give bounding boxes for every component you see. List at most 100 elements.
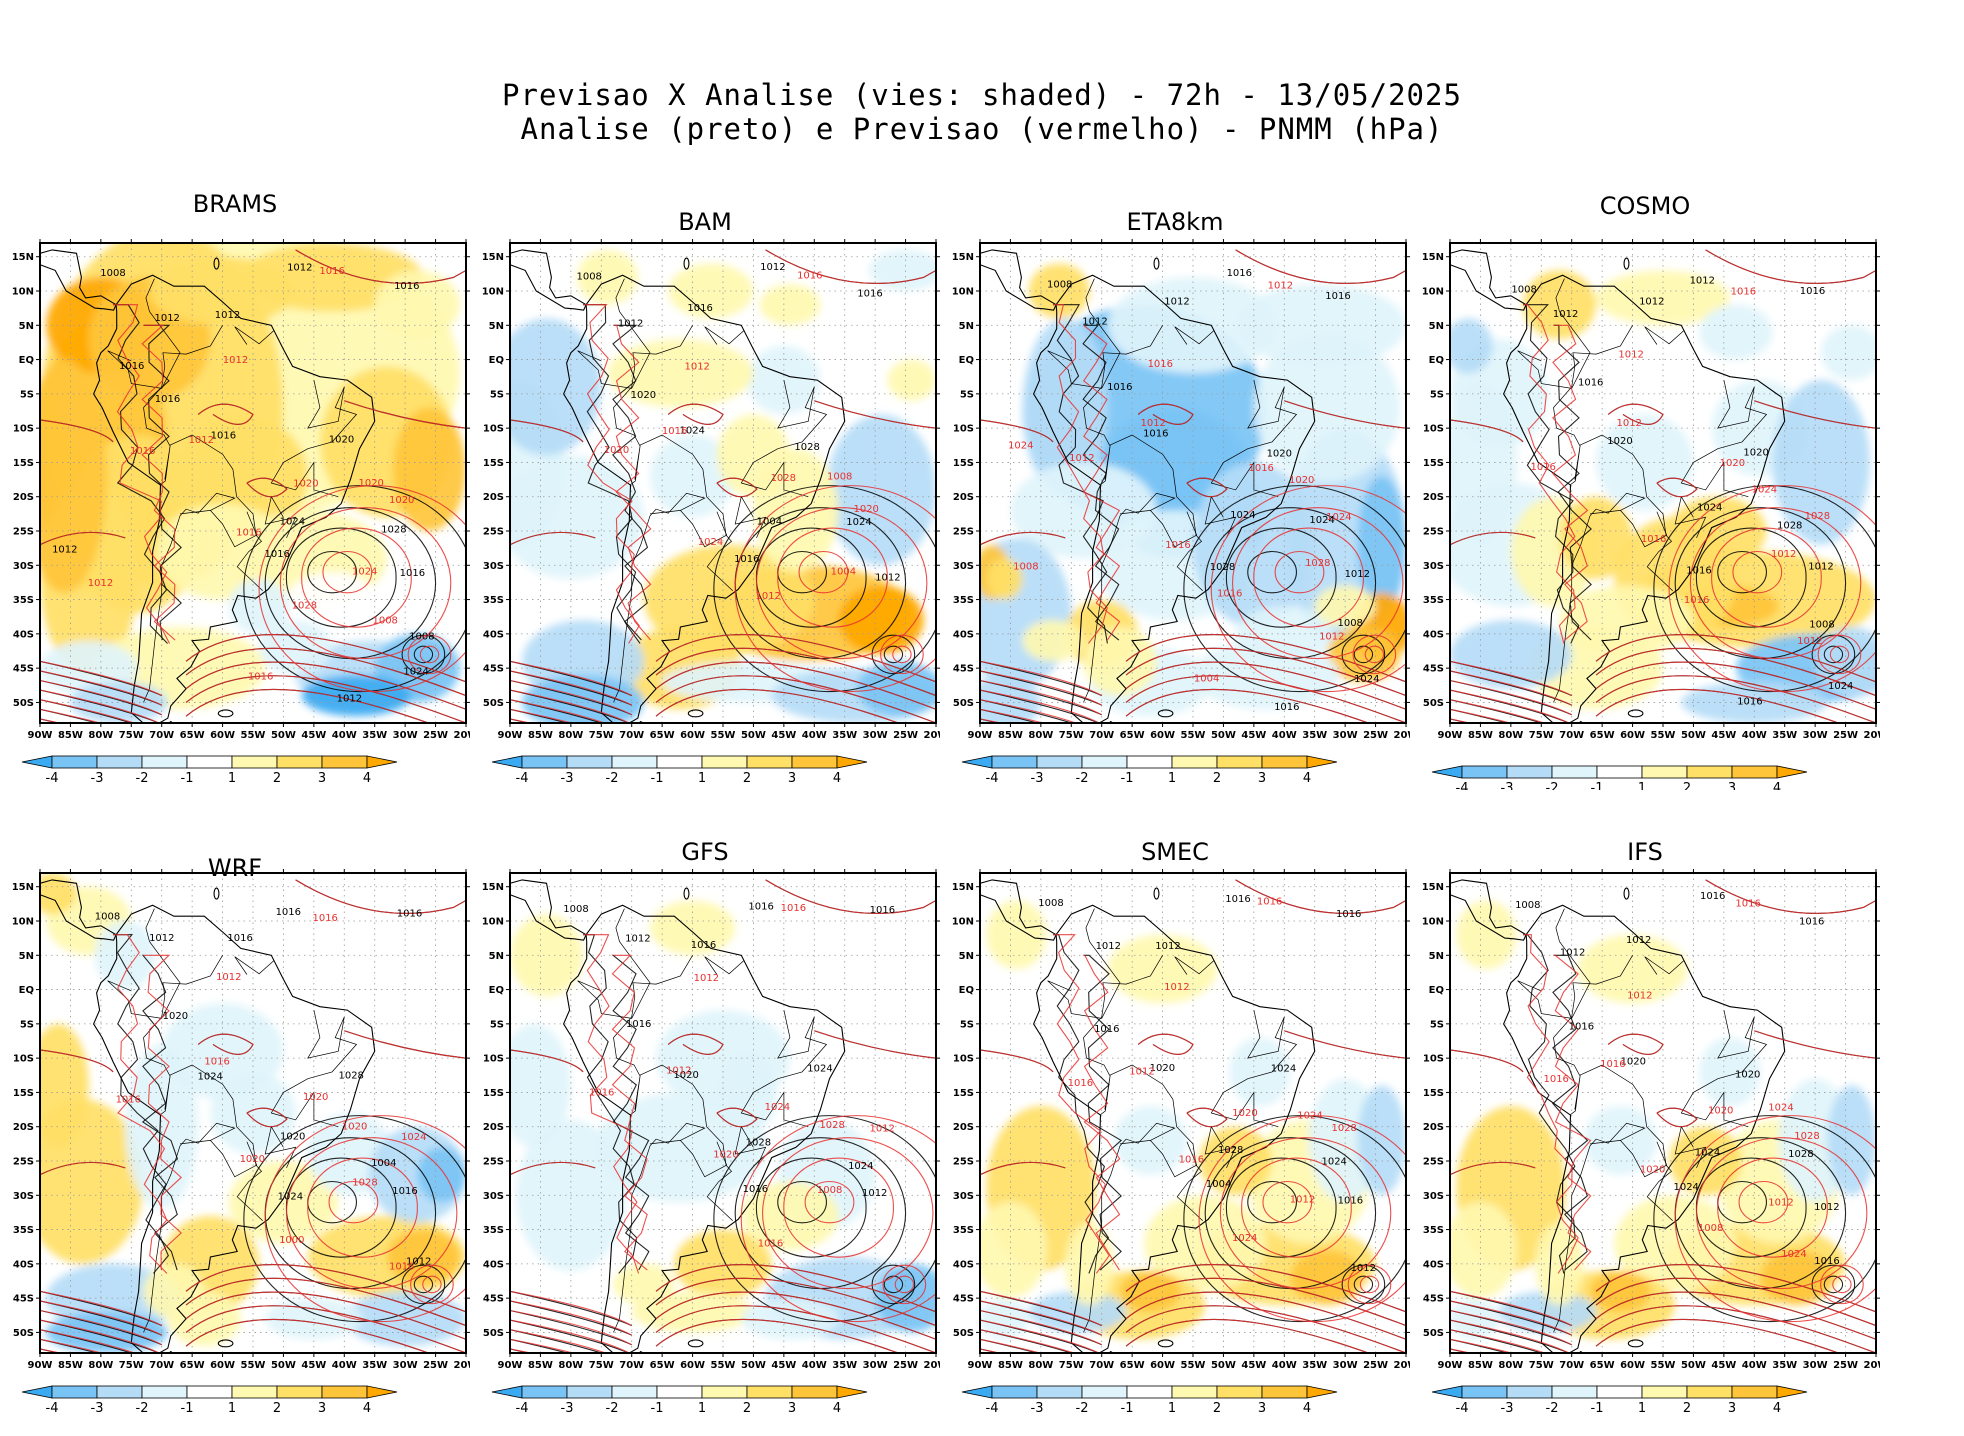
analysis-contour-label: 1012 <box>1814 1202 1839 1213</box>
colorbar-label: -3 <box>561 771 574 786</box>
forecast-isobar <box>655 1277 936 1327</box>
analysis-contour-label: 1024 <box>1695 1147 1720 1158</box>
lon-tick-label: 75W <box>589 730 614 741</box>
forecast-isobar <box>814 400 936 429</box>
panel-map-smec: 1008 1012 1012 1016 1016 1016 1020 1024 1028 1024… <box>952 869 1410 1416</box>
analysis-isobar <box>1717 551 1768 594</box>
panel-map-cosmo: 1008101210121012101610161020102010241028… <box>1422 239 1880 790</box>
colorbar-segment <box>321 755 368 769</box>
forecast-isobar <box>322 551 373 594</box>
forecast-isobar <box>1817 634 1862 675</box>
forecast-isobar <box>1450 1300 1572 1336</box>
lat-tick-label: EQ <box>489 985 504 996</box>
analysis-contour-label: 1016 <box>276 907 301 918</box>
lat-tick-label: EQ <box>1429 985 1444 996</box>
lat-tick-label: 50S <box>1423 1328 1444 1339</box>
forecast-isobar <box>655 1264 936 1313</box>
forecast-isobar <box>40 1338 104 1353</box>
bias-area <box>1590 1270 1651 1312</box>
analysis-isobar <box>1823 1275 1844 1294</box>
colorbar-arrow-low <box>21 755 53 769</box>
forecast-isobar <box>295 879 466 914</box>
forecast-isobar <box>510 660 632 697</box>
analysis-isobar <box>734 507 907 659</box>
analysis-isobar <box>1653 1115 1876 1323</box>
forecast-isobar <box>1523 304 1576 644</box>
lon-tick-label: 55W <box>241 730 266 741</box>
analysis-contour-label: 1016 <box>227 933 252 944</box>
colorbar-segment <box>791 755 838 769</box>
forecast-isobar <box>804 1181 855 1224</box>
analysis-contour-label: 1024 <box>197 1072 222 1083</box>
colorbar-label: 2 <box>1683 1401 1691 1416</box>
analysis-isobar <box>1082 324 1120 641</box>
analysis-isobar <box>307 1181 358 1224</box>
lat-tick-label: 5N <box>489 951 504 962</box>
analysis-contour-label: 1016 <box>1686 566 1711 577</box>
lon-tick-label: 70W <box>1559 730 1584 741</box>
forecast-contour-label: 1016 <box>1248 463 1273 474</box>
forecast-contour-label: 1016 <box>1257 896 1282 907</box>
analysis-isobar <box>871 1264 916 1305</box>
analysis-isobar <box>583 304 641 644</box>
panel-bam: 1008 1012 1016 1012 1016 1020 1024 1028 1004 1024… <box>470 190 940 790</box>
lon-tick-label: 85W <box>998 730 1023 741</box>
analysis-isobar <box>141 954 179 1271</box>
forecast-isobar <box>655 1305 936 1353</box>
lat-tick-label: 10N <box>12 917 34 928</box>
forecast-contour-label: 1024 <box>1752 485 1777 496</box>
forecast-isobar <box>1284 400 1406 429</box>
analysis-isobar <box>113 304 168 644</box>
bias-area <box>40 640 138 696</box>
forecast-contour-label: 1020 <box>303 1092 328 1103</box>
panel-title: BAM <box>678 208 732 236</box>
panel-brams: 1008 1012 1012 1012 1016 1016 1016 1020 1024 1028… <box>0 190 470 790</box>
forecast-isobar <box>1082 324 1121 641</box>
lat-tick-label: 10N <box>482 917 504 928</box>
lon-tick-label: 40W <box>1742 730 1767 741</box>
colorbar-label: -3 <box>1031 1401 1044 1416</box>
forecast-isobar <box>613 324 652 641</box>
analysis-isobar <box>1552 954 1589 1271</box>
forecast-isobar <box>1523 934 1579 1274</box>
lon-tick-label: 90W <box>1438 1360 1463 1371</box>
lat-tick-label: 10S <box>1423 1054 1444 1065</box>
lon-tick-label: 30W <box>863 730 888 741</box>
forecast-contour-label: 1016 <box>1530 462 1555 473</box>
country-borders <box>577 908 828 1333</box>
lon-tick-label: 75W <box>1059 1360 1084 1371</box>
analysis-isobar <box>510 1329 604 1353</box>
bias-area <box>1596 270 1730 326</box>
forecast-contour-label: 1024 <box>698 537 723 548</box>
forecast-isobar <box>1595 647 1876 697</box>
lon-tick-label: 80W <box>1028 1360 1053 1371</box>
lat-tick-label: 25S <box>483 1157 504 1168</box>
analysis-contour-label: 1020 <box>1150 1063 1175 1074</box>
lat-tick-label: 45S <box>13 664 34 675</box>
analysis-contour-label: 1008 <box>1047 280 1072 291</box>
forecast-contour-label: 1012 <box>684 362 709 373</box>
analysis-isobar <box>413 1275 434 1294</box>
analysis-contour-label: 1012 <box>1345 569 1370 580</box>
colorbar-label: 2 <box>273 1401 281 1416</box>
lon-tick-label: 80W <box>558 730 583 741</box>
analysis-contour-label: 1028 <box>338 1071 363 1082</box>
lon-tick-label: 40W <box>802 730 827 741</box>
analysis-isobar <box>510 1309 632 1346</box>
bias-area <box>210 1071 296 1155</box>
lon-tick-label: 80W <box>88 730 113 741</box>
bias-area <box>510 1023 571 1148</box>
colorbar-label: -2 <box>1076 1401 1089 1416</box>
analysis-contour-label: 1012 <box>1096 941 1121 952</box>
forecast-isobar <box>1595 634 1876 683</box>
analysis-contour-label: 1016 <box>687 303 712 314</box>
analysis-contour-label: 1012 <box>1082 316 1107 327</box>
lat-tick-label: 15S <box>953 1088 974 1099</box>
forecast-isobar <box>1595 688 1840 723</box>
lat-tick-label: 5N <box>1429 951 1444 962</box>
colorbar-segment <box>231 755 278 769</box>
analysis-contour-label: 1020 <box>163 1011 188 1022</box>
forecast-isobar <box>655 634 936 683</box>
forecast-isobar <box>1754 1030 1876 1059</box>
